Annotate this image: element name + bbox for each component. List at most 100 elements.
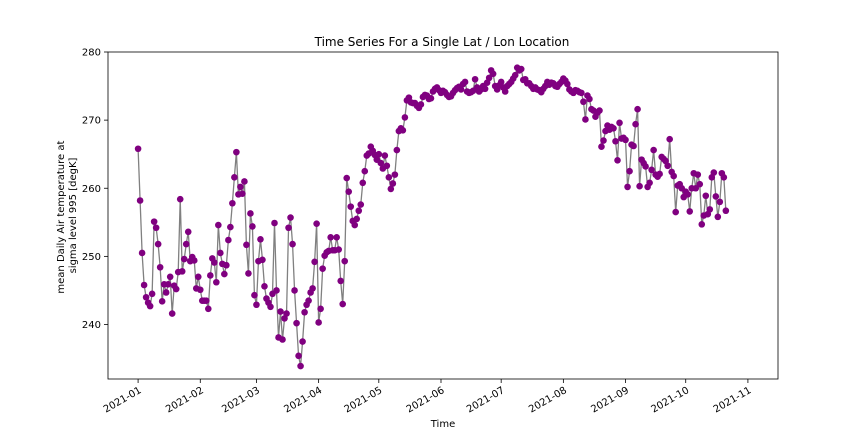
data-point (485, 74, 493, 82)
data-point (239, 190, 246, 197)
data-point (694, 171, 702, 178)
y-tick-label: 270 (82, 116, 101, 127)
data-point (648, 166, 655, 174)
x-tick-label: 2021-07 (465, 385, 507, 415)
data-point (393, 146, 401, 154)
data-point (150, 218, 158, 225)
data-point (586, 95, 593, 103)
data-point (401, 114, 409, 121)
data-point (343, 174, 351, 182)
data-point (457, 86, 465, 93)
data-point (610, 125, 617, 132)
data-point (261, 283, 268, 290)
data-point (315, 319, 322, 326)
data-point (138, 249, 146, 257)
x-tick-label: 2021-03 (220, 385, 262, 415)
data-point (217, 249, 224, 257)
data-point (277, 308, 284, 315)
data-point (249, 223, 256, 230)
data-point (311, 258, 318, 266)
chart-title: Time Series For a Single Lat / Lon Locat… (314, 35, 570, 49)
data-point (564, 80, 571, 88)
data-point (164, 281, 172, 288)
data-point (134, 145, 142, 153)
data-point (511, 71, 519, 79)
data-point (172, 285, 180, 293)
data-point (176, 195, 184, 203)
data-point (383, 162, 391, 170)
data-point (385, 174, 393, 181)
data-point (630, 142, 637, 150)
data-point (664, 162, 671, 170)
data-point (247, 210, 254, 217)
data-point (417, 101, 425, 108)
data-point (501, 88, 509, 95)
data-point (207, 272, 214, 279)
data-point (642, 163, 649, 170)
data-point (646, 179, 653, 187)
data-point (333, 234, 340, 241)
data-point (142, 293, 150, 301)
data-point (287, 214, 294, 221)
data-point (223, 261, 230, 269)
data-point (634, 105, 641, 113)
data-point (136, 197, 144, 204)
data-point (580, 98, 587, 106)
data-point (636, 182, 643, 190)
data-point (622, 136, 629, 144)
data-point (391, 171, 399, 178)
plot-frame (107, 51, 779, 380)
data-point (196, 286, 204, 294)
data-point (359, 179, 367, 187)
data-point (670, 172, 677, 180)
x-axis: 2021-01 2021-02 2021-03 2021-04 2021-05 2021-… (102, 379, 754, 415)
plot-area (134, 64, 730, 370)
data-point (241, 178, 248, 185)
y-tick-label: 260 (82, 184, 101, 195)
data-point (656, 170, 663, 178)
data-point (714, 213, 722, 221)
data-point (517, 65, 525, 73)
data-point (578, 89, 585, 97)
data-point (225, 236, 232, 244)
y-axis: 240 250 260 270 280 (82, 48, 108, 331)
x-tick-label: 2021-11 (712, 385, 754, 415)
data-point (375, 150, 383, 158)
data-point (471, 75, 479, 83)
data-point (650, 146, 657, 154)
data-point (184, 228, 192, 236)
data-point (190, 257, 198, 264)
data-point (600, 137, 607, 144)
data-point (720, 174, 728, 181)
data-point (353, 215, 361, 223)
data-point (624, 183, 631, 191)
data-point (162, 289, 170, 296)
data-point (339, 300, 347, 308)
data-point (686, 208, 694, 215)
data-point (341, 257, 349, 265)
data-point (140, 281, 148, 289)
data-point (253, 301, 260, 309)
data-point (626, 167, 633, 175)
data-point (327, 234, 334, 241)
data-point (229, 199, 236, 207)
data-point (267, 303, 274, 311)
data-point (716, 198, 724, 206)
data-point (313, 220, 320, 227)
data-point (301, 308, 308, 316)
data-point (299, 338, 306, 345)
data-point (345, 188, 353, 195)
data-point (182, 240, 190, 248)
data-point (168, 310, 176, 317)
x-tick-label: 2021-04 (282, 385, 324, 415)
y-tick-label: 240 (82, 320, 101, 331)
data-point (148, 290, 156, 298)
data-point (154, 240, 162, 248)
data-point (271, 219, 278, 227)
data-point (692, 184, 700, 192)
data-point (596, 107, 603, 114)
data-point (616, 119, 623, 127)
data-point (221, 270, 228, 278)
x-tick-label: 2021-09 (589, 385, 631, 415)
